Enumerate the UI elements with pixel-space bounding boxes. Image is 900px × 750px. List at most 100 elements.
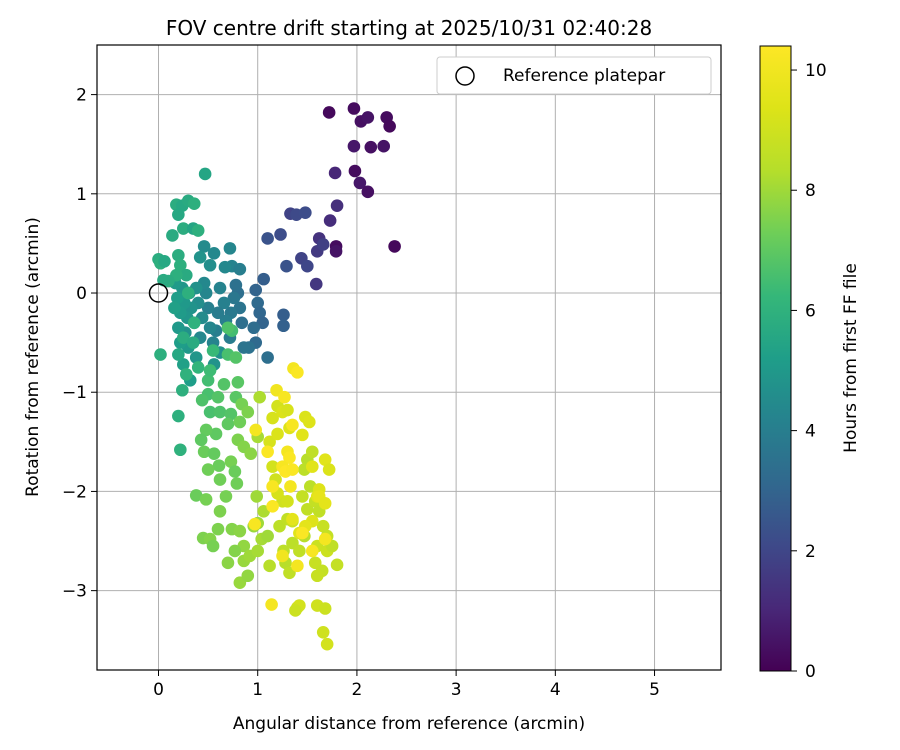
scatter-point	[322, 106, 336, 119]
scatter-point	[291, 559, 304, 573]
scatter-point	[203, 405, 217, 419]
scatter-point	[364, 140, 378, 154]
y-tick-label: −2	[62, 482, 87, 502]
scatter-point	[276, 549, 289, 563]
chart-title: FOV centre drift starting at 2025/10/31 …	[166, 16, 652, 40]
colorbar: 0 2 4 6 8 10 Hours from first FF file	[759, 45, 861, 682]
legend-box	[436, 56, 712, 95]
scatter-point	[211, 390, 225, 404]
scatter-point	[348, 164, 362, 178]
scatter-point	[197, 240, 211, 253]
scatter-point	[305, 544, 319, 558]
scatter-point	[301, 502, 314, 516]
scatter-point	[233, 262, 247, 276]
colorbar-label: Hours from first FF file	[841, 263, 861, 453]
scatter-point	[166, 229, 179, 242]
scatter-point	[177, 358, 190, 371]
scatter-point	[195, 393, 209, 407]
scatter-point	[221, 417, 235, 431]
x-tick-label: 4	[550, 680, 561, 700]
scatter-point	[206, 539, 220, 553]
y-tick-label: −3	[62, 582, 87, 602]
scatter-point	[353, 176, 367, 190]
scatter-point	[318, 532, 332, 546]
colorbar-tick-label: 0	[805, 662, 816, 682]
scatter-point	[299, 206, 312, 219]
scatter-point	[201, 301, 215, 315]
scatter-point	[229, 351, 243, 364]
scatter-point	[217, 296, 231, 310]
scatter-point	[207, 247, 221, 260]
scatter-point	[221, 321, 235, 335]
scatter-point	[213, 504, 227, 518]
scatter-point	[316, 626, 330, 639]
scatter-point	[209, 427, 223, 441]
scatter-point	[277, 319, 290, 333]
scatter-point	[266, 500, 279, 513]
scatter-point	[251, 296, 265, 310]
scatter-point	[186, 336, 200, 349]
scatter-point	[266, 411, 279, 425]
scatter-point	[302, 415, 316, 429]
scatter-point	[261, 445, 274, 459]
scatter-point	[293, 544, 306, 558]
scatter-point	[230, 477, 244, 490]
scatter-point	[212, 459, 226, 472]
y-axis-label: Rotation from reference (arcmin)	[23, 217, 43, 497]
scatter-point	[213, 473, 227, 486]
scatter-point	[323, 214, 337, 227]
scatter-point	[330, 199, 344, 213]
scatter-point	[305, 460, 319, 473]
scatter-point	[266, 480, 279, 493]
x-axis-label: Angular distance from reference (arcmin)	[233, 714, 585, 734]
scatter-point	[244, 447, 258, 461]
scatter-point	[174, 258, 187, 272]
scatter-point	[213, 405, 227, 419]
scatter-point	[233, 415, 247, 429]
scatter-point	[377, 139, 391, 153]
scatter-point	[203, 321, 217, 335]
scatter-point	[330, 558, 344, 572]
scatter-point	[228, 465, 242, 478]
scatter-point	[278, 390, 291, 404]
scatter-point	[361, 111, 375, 124]
scatter-point	[235, 316, 249, 330]
scatter-point	[250, 490, 264, 503]
scatter-point	[227, 291, 241, 305]
scatter-point	[219, 490, 233, 503]
scatter-point	[203, 258, 217, 272]
scatter-point	[228, 544, 242, 558]
scatter-point	[172, 208, 185, 221]
scatter-point	[237, 341, 251, 354]
scatter-point	[291, 366, 304, 379]
colorbar-ticks: 0 2 4 6 8 10	[791, 61, 827, 682]
scatter-point	[248, 517, 262, 531]
scatter-point	[176, 383, 189, 397]
legend: Reference platepar	[436, 56, 712, 95]
scatter-point	[328, 166, 342, 180]
colorbar-tick-label: 2	[805, 542, 816, 562]
scatter-point	[286, 418, 299, 432]
scatter-point	[217, 377, 231, 391]
scatter-point	[201, 463, 215, 476]
colorbar-tick-label: 4	[805, 422, 816, 442]
scatter-point	[203, 364, 217, 377]
reference-platepar-marker	[148, 283, 169, 303]
scatter-point	[251, 544, 265, 558]
scatter-point	[277, 308, 290, 322]
plot-frame	[96, 44, 722, 671]
y-tick-label: 1	[76, 185, 87, 205]
scatter-point	[347, 139, 361, 153]
scatter-point	[316, 238, 330, 251]
scatter-point	[361, 185, 375, 199]
scatter-point	[224, 455, 238, 468]
scatter-point	[263, 559, 276, 573]
y-tick-label: 2	[76, 86, 87, 106]
scatter-point	[187, 197, 201, 211]
scatter-point	[174, 443, 187, 457]
scatter-point	[284, 480, 297, 493]
scatter-point	[261, 529, 274, 543]
scatter-point	[224, 407, 238, 421]
scatter-point	[189, 489, 203, 502]
scatter-point	[221, 556, 235, 570]
